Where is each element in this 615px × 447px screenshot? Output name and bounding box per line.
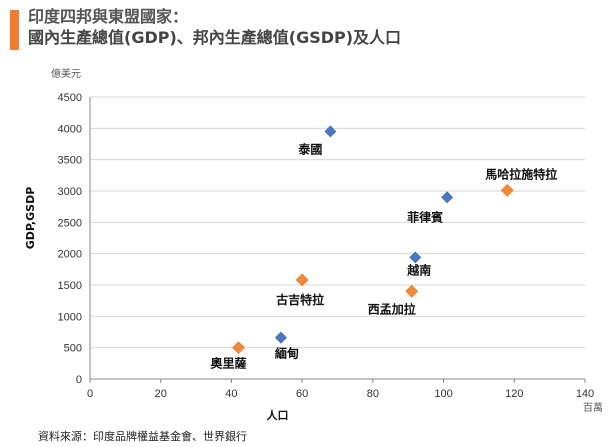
y-tick-label-7: 3500 [58,155,82,167]
y-tick-label-8: 4000 [58,123,82,135]
data-point-marker-4 [500,183,514,197]
title-line-2: 國內生產總值(GDP)、邦內生產總值(GSDP)及人口 [28,28,402,47]
data-point-marker-2 [409,251,422,264]
data-point-label-0: 泰國 [297,141,322,156]
x-tick-label-2: 40 [225,388,237,400]
y-tick-label-2: 1000 [58,311,82,323]
x-tick-label-7: 140 [576,388,594,400]
y-tick-label-3: 1500 [58,280,82,292]
data-point-label-2: 越南 [406,262,431,277]
data-point-label-4: 馬哈拉施特拉 [485,166,557,181]
y-tick-label-5: 2500 [58,217,82,229]
y-tick-label-9: 4500 [58,92,82,104]
x-tick-label-5: 100 [434,388,452,400]
y-unit-label: 億美元 [51,67,81,80]
y-tick-label-6: 3000 [58,186,82,198]
x-tick-label-4: 80 [367,388,379,400]
y-axis-title: GDP,GSDP [24,187,37,250]
title-accent-bar [10,10,19,50]
data-point-marker-7 [232,341,245,355]
x-tick-label-1: 20 [155,388,167,400]
x-axis-title: 人口 [267,408,289,422]
x-tick-label-6: 120 [505,388,523,400]
source-note: 資料來源：印度品牌權益基金會、世界銀行 [38,430,247,443]
x-unit-label: 百萬 [583,401,603,414]
data-point-marker-3 [275,331,287,344]
data-point-label-5: 古吉特拉 [276,292,324,307]
data-point-marker-5 [295,273,309,287]
y-tick-label-1: 500 [64,343,82,355]
data-point-label-7: 奧里薩 [209,356,246,371]
data-point-label-6: 西孟加拉 [368,301,416,316]
y-tick-label-4: 2000 [58,249,82,261]
x-tick-label-3: 60 [296,388,308,400]
data-point-label-3: 緬甸 [275,346,299,361]
data-point-marker-0 [324,125,337,138]
data-point-marker-6 [405,284,419,298]
x-tick-label-0: 0 [87,388,93,400]
title-line-1: 印度四邦與東盟國家： [28,7,189,26]
data-point-marker-1 [441,191,454,204]
data-point-label-1: 菲律賓 [407,209,443,224]
chart-title-block: 印度四邦與東盟國家： 國內生產總值(GDP)、邦內生產總值(GSDP)及人口 [28,6,401,48]
y-tick-label-0: 0 [76,374,82,386]
